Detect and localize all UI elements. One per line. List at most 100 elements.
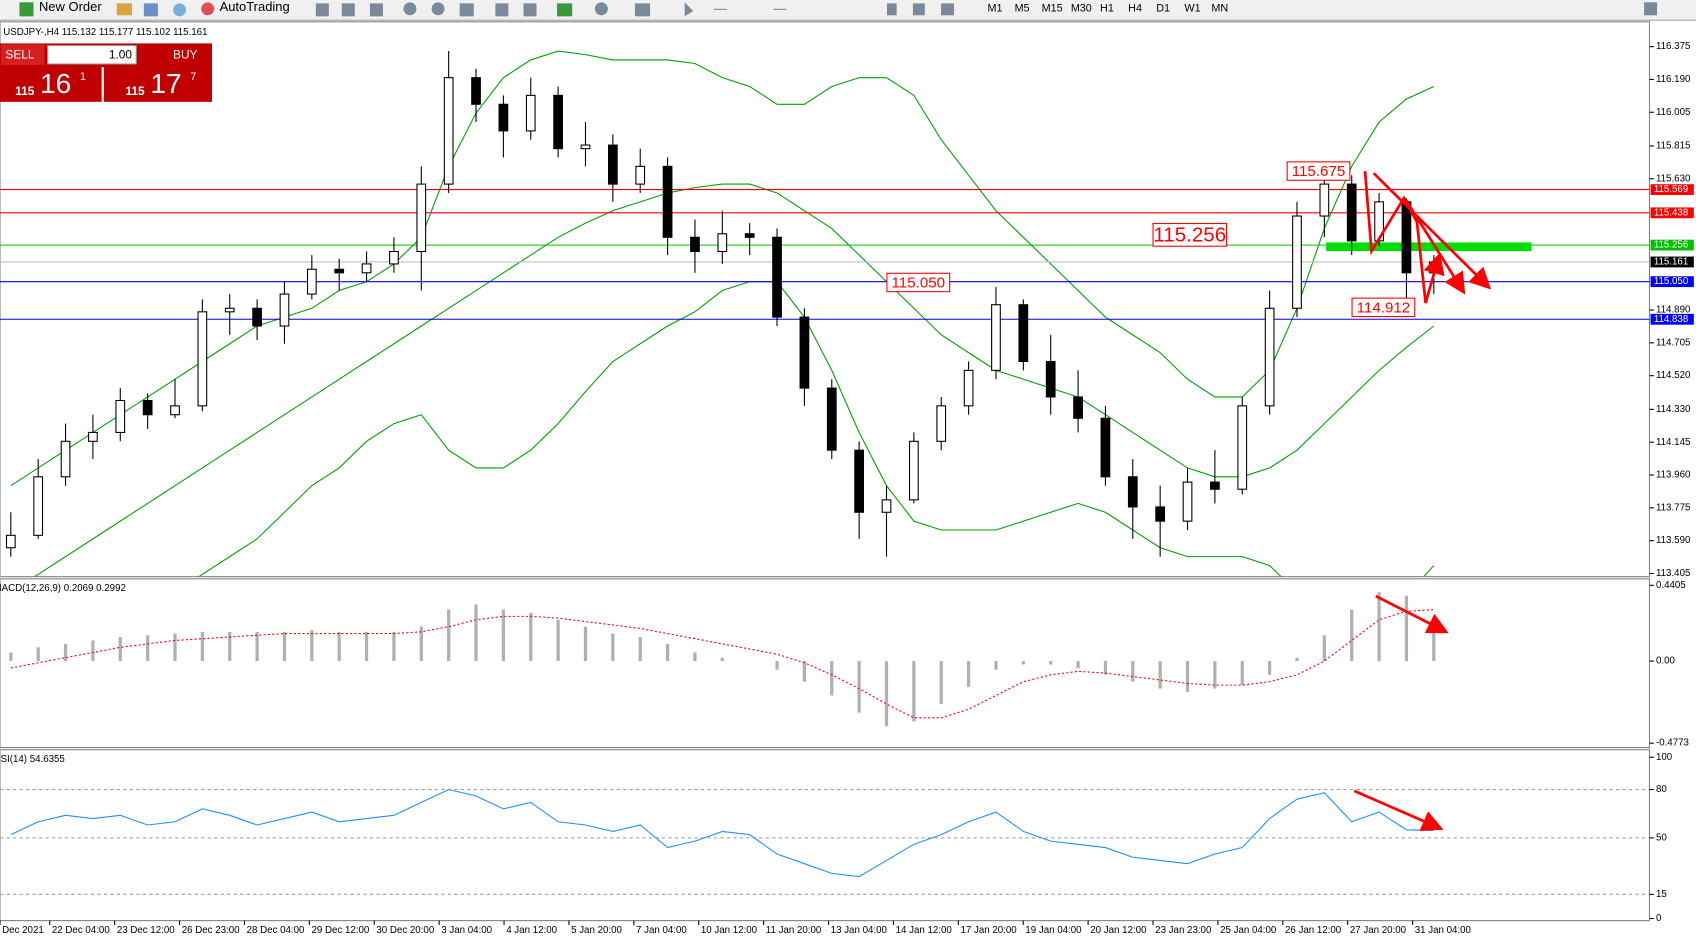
level-tag — [1650, 313, 1694, 325]
y-tick-label: 113.775 — [1656, 502, 1690, 513]
y-tick-label: 114.330 — [1656, 404, 1691, 415]
candle-body — [1018, 304, 1029, 363]
y-tick-label: 80 — [1656, 784, 1667, 795]
sell-button[interactable] — [1, 44, 45, 66]
search-icon[interactable] — [1644, 2, 1658, 16]
candle-body — [1182, 481, 1193, 522]
candle-body — [1319, 183, 1330, 217]
x-tick-label: Dec 2021 — [2, 925, 44, 936]
level-tag — [1650, 276, 1694, 288]
divider — [0, 19, 1696, 21]
timeframe[interactable]: M5 — [1015, 3, 1030, 15]
icon[interactable] — [912, 3, 925, 16]
trade-panel: SELL 1.00 BUY 115 16 1 115 17 7 — [0, 43, 212, 102]
x-tick-label: 3 Jan 04:00 — [441, 925, 492, 936]
y-tick-label: 15 — [1656, 889, 1667, 900]
sell-label[interactable]: SELL — [5, 47, 34, 61]
arrow — [1404, 199, 1466, 295]
icon[interactable] — [143, 3, 158, 17]
autotrading[interactable]: AutoTrading — [220, 0, 290, 14]
new-order[interactable]: New Order — [39, 0, 102, 14]
timeframe[interactable]: W1 — [1184, 3, 1200, 15]
candle-body — [963, 369, 974, 407]
icon[interactable] — [431, 2, 445, 16]
timeframe[interactable]: M30 — [1071, 3, 1092, 15]
x-tick-label: 19 Jan 04:00 — [1025, 925, 1082, 936]
icon[interactable] — [557, 3, 573, 17]
icon[interactable] — [773, 8, 787, 10]
annotation: 115.256 — [1153, 223, 1226, 246]
y-tick-label: 114.520 — [1656, 370, 1691, 381]
icon[interactable] — [116, 3, 132, 16]
y-tick-label: 0 — [1656, 913, 1662, 924]
volume[interactable]: 1.00 — [109, 47, 133, 61]
candle-body — [1073, 396, 1083, 419]
candle-body — [744, 233, 755, 238]
ask-point[interactable]: 7 — [190, 71, 196, 83]
candle-body — [60, 440, 71, 478]
bid-big[interactable]: 115 — [15, 84, 35, 98]
timeframe[interactable]: H4 — [1128, 3, 1142, 15]
toolbar-bg — [0, 0, 1696, 20]
annotation-box — [886, 272, 951, 293]
candle-body — [1155, 506, 1166, 522]
candle-body — [443, 77, 454, 185]
arrow — [1375, 594, 1449, 634]
icon[interactable] — [315, 3, 329, 17]
icon[interactable] — [594, 2, 608, 16]
candle-body — [1127, 476, 1138, 508]
icon[interactable] — [941, 3, 954, 16]
rsi-line — [10, 788, 1434, 878]
icon[interactable] — [459, 3, 474, 17]
volume-input[interactable] — [47, 45, 137, 65]
x-tick-label: 17 Jan 20:00 — [960, 925, 1017, 936]
icon[interactable] — [886, 3, 897, 16]
y-tick-label: 115.630 — [1656, 173, 1691, 184]
candle-body — [525, 94, 536, 132]
autotrading-icon[interactable] — [201, 2, 215, 16]
candle-body — [306, 268, 317, 295]
ask-pips[interactable]: 17 — [150, 68, 181, 99]
x-tick-label: 4 Jan 12:00 — [506, 925, 557, 936]
candle-body — [471, 77, 481, 105]
annotation: 115.050 — [892, 275, 946, 292]
separator — [101, 67, 104, 102]
bollinger-upper — [10, 50, 1435, 487]
icon[interactable] — [713, 8, 727, 10]
bid-point[interactable]: 1 — [80, 71, 86, 83]
y-tick-label: 100 — [1656, 752, 1673, 763]
icon[interactable] — [634, 3, 651, 17]
candle-body — [1292, 215, 1302, 309]
panel-title: USDJPY-,H4 115.132 115.177 115.102 115.1… — [3, 27, 207, 38]
icon[interactable] — [341, 3, 355, 17]
icon[interactable] — [684, 2, 694, 17]
ask-big[interactable]: 115 — [125, 84, 145, 98]
candle-body — [854, 449, 865, 513]
candle-body — [991, 304, 1001, 371]
timeframe[interactable]: M15 — [1042, 3, 1063, 15]
timeframe[interactable]: H1 — [1100, 3, 1114, 15]
icon[interactable] — [369, 3, 383, 17]
arrow — [1353, 789, 1444, 832]
annotation: 115.675 — [1292, 163, 1346, 180]
timeframe[interactable]: D1 — [1156, 3, 1170, 15]
icon[interactable] — [403, 2, 417, 16]
timeframe[interactable]: MN — [1211, 3, 1228, 15]
candle-body — [334, 268, 345, 274]
axes: 116.375 116.190 116.005 115.815 115.630 114.8… — [0, 41, 1694, 936]
timeframe[interactable]: M1 — [988, 3, 1003, 15]
panel-title: RSI(14) 54.6355 — [0, 754, 65, 765]
icon[interactable] — [173, 3, 187, 17]
buy-label[interactable]: BUY — [173, 47, 197, 61]
candle-body — [1045, 360, 1056, 398]
x-tick-label: 30 Dec 20:00 — [376, 925, 434, 936]
toolbar: New Order AutoTrading — [0, 0, 1696, 21]
icon[interactable] — [495, 3, 509, 17]
x-tick-label: 26 Jan 12:00 — [1285, 925, 1342, 936]
icon[interactable] — [523, 3, 537, 17]
new-order-icon[interactable] — [19, 2, 34, 17]
candle-body — [88, 431, 98, 442]
candle-body — [717, 233, 728, 253]
bid-pips[interactable]: 16 — [40, 68, 71, 99]
